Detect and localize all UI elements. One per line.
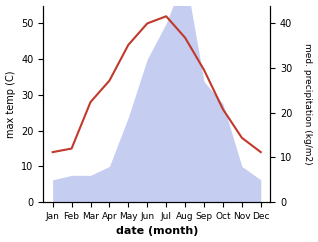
Y-axis label: med. precipitation (kg/m2): med. precipitation (kg/m2) bbox=[303, 43, 313, 165]
X-axis label: date (month): date (month) bbox=[115, 227, 198, 236]
Y-axis label: max temp (C): max temp (C) bbox=[5, 70, 16, 138]
